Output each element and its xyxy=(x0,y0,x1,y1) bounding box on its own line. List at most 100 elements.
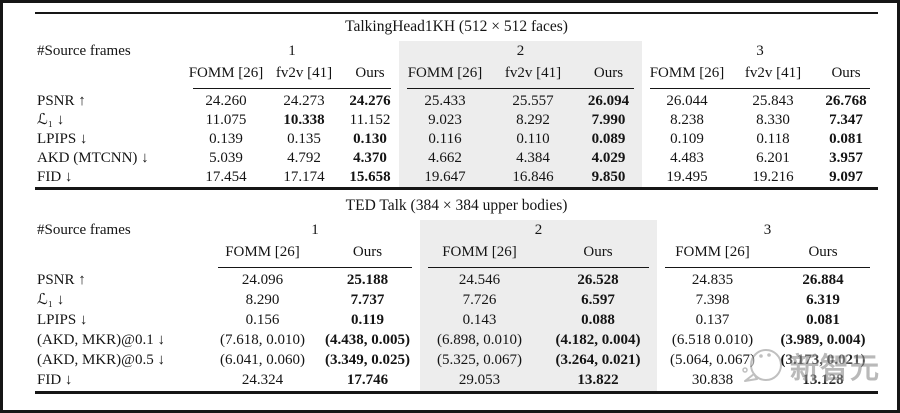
metric-value-cell: 24.276 xyxy=(349,92,391,109)
metric-value-cell: 13.822 xyxy=(539,371,657,393)
metric-value-cell: 26.044 xyxy=(666,92,708,109)
metric-value-cell: 24.324 xyxy=(241,372,284,389)
metric-value-cell: 7.398 xyxy=(695,292,730,309)
method-column-header: FOMM [26] xyxy=(188,65,264,82)
method-column-header: Ours xyxy=(831,65,861,82)
metric-value-cell: 19.495 xyxy=(666,168,708,185)
metric-value-cell: 24.273 xyxy=(283,92,325,109)
metric-value-cell: 17.746 xyxy=(346,372,389,389)
midrule-line xyxy=(407,88,634,89)
metric-value-cell: 4.029 xyxy=(575,149,642,168)
metric-value-cell: 26.528 xyxy=(539,271,657,291)
metric-value-cell: 0.089 xyxy=(575,130,642,149)
metric-value-cell: 15.658 xyxy=(349,168,391,185)
watermark-text: 新智元 xyxy=(790,351,881,385)
source-frames-label: #Source frames xyxy=(37,42,131,59)
metric-value-cell: (6.898, 0.010) xyxy=(420,331,539,351)
metric-value-cell: 25.433 xyxy=(399,92,491,111)
metric-value-cell: (3.349, 0.025) xyxy=(325,352,410,369)
metric-value-cell: 16.846 xyxy=(491,168,575,189)
metric-value-cell: 3.957 xyxy=(829,149,863,166)
header-midrule xyxy=(657,265,878,271)
metric-value-cell: (4.182, 0.004) xyxy=(539,331,657,351)
metric-value-cell: 25.843 xyxy=(752,92,794,109)
metric-label: LPIPS ↓ xyxy=(37,312,88,329)
header-midrule xyxy=(420,265,657,271)
metric-value-cell: 24.546 xyxy=(420,271,539,291)
metric-row: (AKD, MKR)@0.5 ↓ (6.041, 0.060) (3.349, 0.… xyxy=(35,351,878,371)
method-column-header: fv2v [41] xyxy=(491,62,575,86)
frames-count-header: 2 xyxy=(399,41,642,62)
metric-label: (AKD, MKR)@0.5 ↓ xyxy=(37,352,165,369)
metric-value-cell: 7.737 xyxy=(350,292,385,309)
metric-value-cell: 0.143 xyxy=(420,311,539,331)
metric-label: FID ↓ xyxy=(37,168,73,185)
method-column-header: Ours xyxy=(808,244,838,261)
metric-value-cell: 0.156 xyxy=(245,312,280,329)
midrule-line xyxy=(193,88,391,89)
metric-value-cell: 24.260 xyxy=(205,92,247,109)
metric-value-cell: (4.438, 0.005) xyxy=(325,332,410,349)
metric-value-cell: 0.116 xyxy=(399,130,491,149)
metric-label: ℒ₁ ↓ xyxy=(37,292,65,309)
metric-row: ℒ₁ ↓ 11.075 10.338 11.152 9.023 8.292 7.990 8.2… xyxy=(35,111,878,130)
metric-value-cell: (6.518 0.010) xyxy=(671,332,754,349)
metric-row: PSNR ↑ 24.096 25.188 24.546 26.528 24.835 26.8… xyxy=(35,271,878,291)
header-spacer xyxy=(35,62,185,86)
metric-value-cell: (3.264, 0.021) xyxy=(539,351,657,371)
frames-count-header: 1 xyxy=(288,42,296,59)
method-column-header: FOMM [26] xyxy=(225,244,300,261)
metric-value-cell: 4.662 xyxy=(399,149,491,168)
metric-row: ℒ₁ ↓ 8.290 7.737 7.726 6.597 7.398 6.319 xyxy=(35,291,878,311)
metric-value-cell: 19.647 xyxy=(399,168,491,189)
watermark: 新智元 xyxy=(738,336,898,396)
metric-value-cell: 19.216 xyxy=(752,168,794,185)
midrule-line xyxy=(428,267,649,268)
metric-value-cell: 0.130 xyxy=(353,130,387,147)
metric-label: (AKD, MKR)@0.1 ↓ xyxy=(37,332,165,349)
metric-value-cell: 4.792 xyxy=(287,149,321,166)
metric-label: PSNR ↑ xyxy=(37,92,86,109)
metric-label: AKD (MTCNN) ↓ xyxy=(37,149,149,166)
metric-value-cell: 9.097 xyxy=(829,168,863,185)
header-midrule xyxy=(210,265,420,271)
method-column-header: fv2v [41] xyxy=(275,65,333,82)
metric-value-cell: 24.835 xyxy=(691,272,734,289)
metric-value-cell: 0.110 xyxy=(491,130,575,149)
frames-count-header: 1 xyxy=(311,221,319,238)
metric-value-cell: 8.292 xyxy=(491,111,575,130)
method-column-header: fv2v [41] xyxy=(744,65,802,82)
metric-value-cell: 17.174 xyxy=(283,168,325,185)
metric-value-cell: 6.201 xyxy=(756,149,790,166)
metric-value-cell: 0.137 xyxy=(695,312,730,329)
metric-row: LPIPS ↓ 0.156 0.119 0.143 0.088 0.137 0.081 xyxy=(35,311,878,331)
method-column-header: Ours xyxy=(575,62,642,86)
speech-bubble-logo xyxy=(742,349,782,382)
frames-count-header: 3 xyxy=(763,221,772,238)
metric-value-cell: 25.557 xyxy=(491,92,575,111)
metric-value-cell: 9.850 xyxy=(575,168,642,189)
table-title: TalkingHead1KH (512 × 512 faces) xyxy=(345,18,568,36)
metric-value-cell: 0.118 xyxy=(756,130,790,147)
frames-count-header: 3 xyxy=(756,42,764,59)
metric-value-cell: 5.039 xyxy=(209,149,243,166)
method-column-header: Ours xyxy=(355,65,385,82)
metric-row: LPIPS ↓ 0.139 0.135 0.130 0.116 0.110 0.089 0.1… xyxy=(35,130,878,149)
metric-label: LPIPS ↓ xyxy=(37,130,88,147)
metric-value-cell: 30.838 xyxy=(691,372,734,389)
metric-value-cell: (5.064, 0.067) xyxy=(670,352,755,369)
talkinghead-results-table: TalkingHead1KH (512 × 512 faces) #Source … xyxy=(35,12,879,190)
metric-value-cell: (6.041, 0.060) xyxy=(220,352,305,369)
metric-value-cell: 0.088 xyxy=(539,311,657,331)
metric-value-cell: 7.347 xyxy=(829,111,863,128)
metric-row: FID ↓ 24.324 17.746 29.053 13.822 30.838 13.12… xyxy=(35,371,878,393)
metric-row: (AKD, MKR)@0.1 ↓ (7.618, 0.010) (4.438, 0.… xyxy=(35,331,878,351)
method-column-header: FOMM [26] xyxy=(420,241,539,265)
midrule-line xyxy=(218,267,412,268)
metric-value-cell: 7.990 xyxy=(575,111,642,130)
metric-value-cell: 0.109 xyxy=(670,130,704,147)
metric-value-cell: 25.188 xyxy=(346,272,389,289)
metric-value-cell: 8.290 xyxy=(245,292,280,309)
metric-value-cell: (3.989, 0.004) xyxy=(780,332,866,349)
